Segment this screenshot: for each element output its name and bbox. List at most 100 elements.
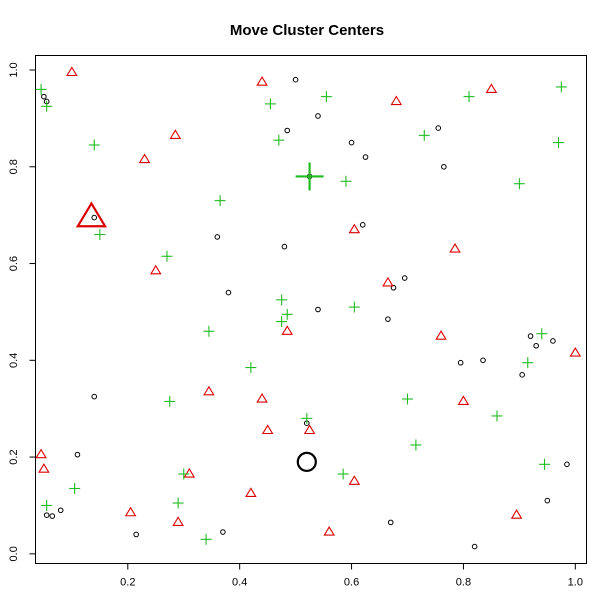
plus-point [536, 328, 548, 340]
triangle-point [348, 475, 361, 485]
circle-point [480, 357, 486, 364]
plus-point [69, 483, 81, 495]
triangle-point [510, 509, 523, 519]
circle-point [527, 333, 534, 339]
triangle-point [38, 463, 50, 473]
circle-point [49, 513, 56, 519]
plus-point [539, 458, 551, 470]
circle-point [441, 163, 447, 170]
x-tick-label: 0.4 [232, 577, 247, 589]
triangle-point [435, 330, 447, 340]
plus-point [245, 362, 257, 374]
plus-point [172, 497, 184, 509]
triangle-point [256, 392, 268, 403]
plus-point [276, 294, 288, 306]
x-tick-label: 0.6 [344, 577, 359, 589]
plus-point [463, 91, 475, 103]
plus-point [320, 91, 332, 103]
circle-point [214, 234, 221, 240]
triangle-point [124, 506, 137, 517]
circle-point [519, 372, 525, 378]
triangle-point [245, 487, 257, 497]
circle-point [57, 507, 64, 514]
plus-point [273, 134, 285, 146]
triangle-point [323, 525, 335, 536]
triangle-point [382, 276, 394, 287]
triangle-point [169, 129, 182, 139]
plus-point [522, 357, 534, 369]
circle-point [348, 139, 355, 146]
circle-point [390, 284, 397, 291]
y-tick-label: 1.0 [8, 62, 20, 77]
plus-point [337, 468, 349, 480]
triangle-point [35, 448, 47, 459]
triangle-point [149, 264, 162, 275]
plus-point [401, 393, 413, 405]
plus-point [161, 250, 173, 262]
triangle-point [449, 242, 461, 253]
chart-title: Move Cluster Centers [230, 22, 384, 39]
triangle-point [457, 395, 470, 406]
triangle-point [138, 153, 151, 164]
circle-point [564, 461, 570, 468]
plus-point [214, 195, 226, 207]
circle-point [359, 222, 366, 228]
plus-point [491, 410, 503, 422]
y-tick-label: 0.0 [8, 546, 20, 561]
x-tick-label: 0.2 [120, 577, 135, 589]
circle-point [74, 451, 81, 458]
triangle-point [172, 516, 184, 526]
plot-area-border [35, 55, 587, 564]
plus-point [513, 178, 525, 190]
center-triangle-marker [75, 201, 108, 228]
triangle-point [66, 66, 78, 77]
data-points [35, 66, 582, 550]
plus-point [301, 412, 313, 424]
plus-point [281, 308, 293, 320]
plus-point [555, 81, 567, 93]
circle-point [133, 531, 139, 538]
circle-point [387, 519, 394, 526]
circle-point [315, 113, 321, 119]
plus-point [94, 229, 106, 241]
plus-point [41, 499, 53, 511]
y-tick-label: 0.6 [8, 256, 20, 271]
plus-point [410, 439, 422, 451]
plus-point [418, 129, 430, 141]
circle-point [292, 76, 299, 83]
plus-point [348, 301, 360, 313]
circle-point [43, 512, 50, 518]
triangle-point [390, 95, 403, 106]
plus-point [41, 100, 53, 112]
circle-point [225, 289, 232, 296]
circle-point [435, 125, 442, 131]
circle-point [457, 359, 464, 366]
triangle-point [261, 424, 274, 435]
triangle-point [256, 76, 268, 86]
triangle-point [303, 424, 316, 435]
circle-point [281, 243, 288, 250]
plus-point [164, 395, 176, 407]
plus-point [200, 533, 212, 545]
plus-point [340, 175, 352, 187]
y-tick-label: 0.4 [8, 353, 20, 368]
plus-point [178, 468, 190, 480]
triangle-point [485, 83, 498, 93]
y-tick-label: 0.8 [8, 159, 20, 174]
circle-point [385, 316, 391, 322]
circle-point [550, 338, 556, 344]
plus-point [35, 83, 47, 95]
plus-point [88, 139, 100, 151]
center-plus-marker [295, 162, 324, 191]
circle-point [315, 306, 321, 313]
x-tick-label: 1.0 [568, 577, 583, 589]
circle-point [533, 342, 539, 349]
x-tick-label: 0.8 [456, 577, 471, 589]
circle-point [362, 154, 369, 160]
triangle-point [183, 467, 196, 478]
circle-point [284, 127, 291, 134]
circle-point [41, 93, 47, 100]
circle-point [91, 393, 98, 400]
